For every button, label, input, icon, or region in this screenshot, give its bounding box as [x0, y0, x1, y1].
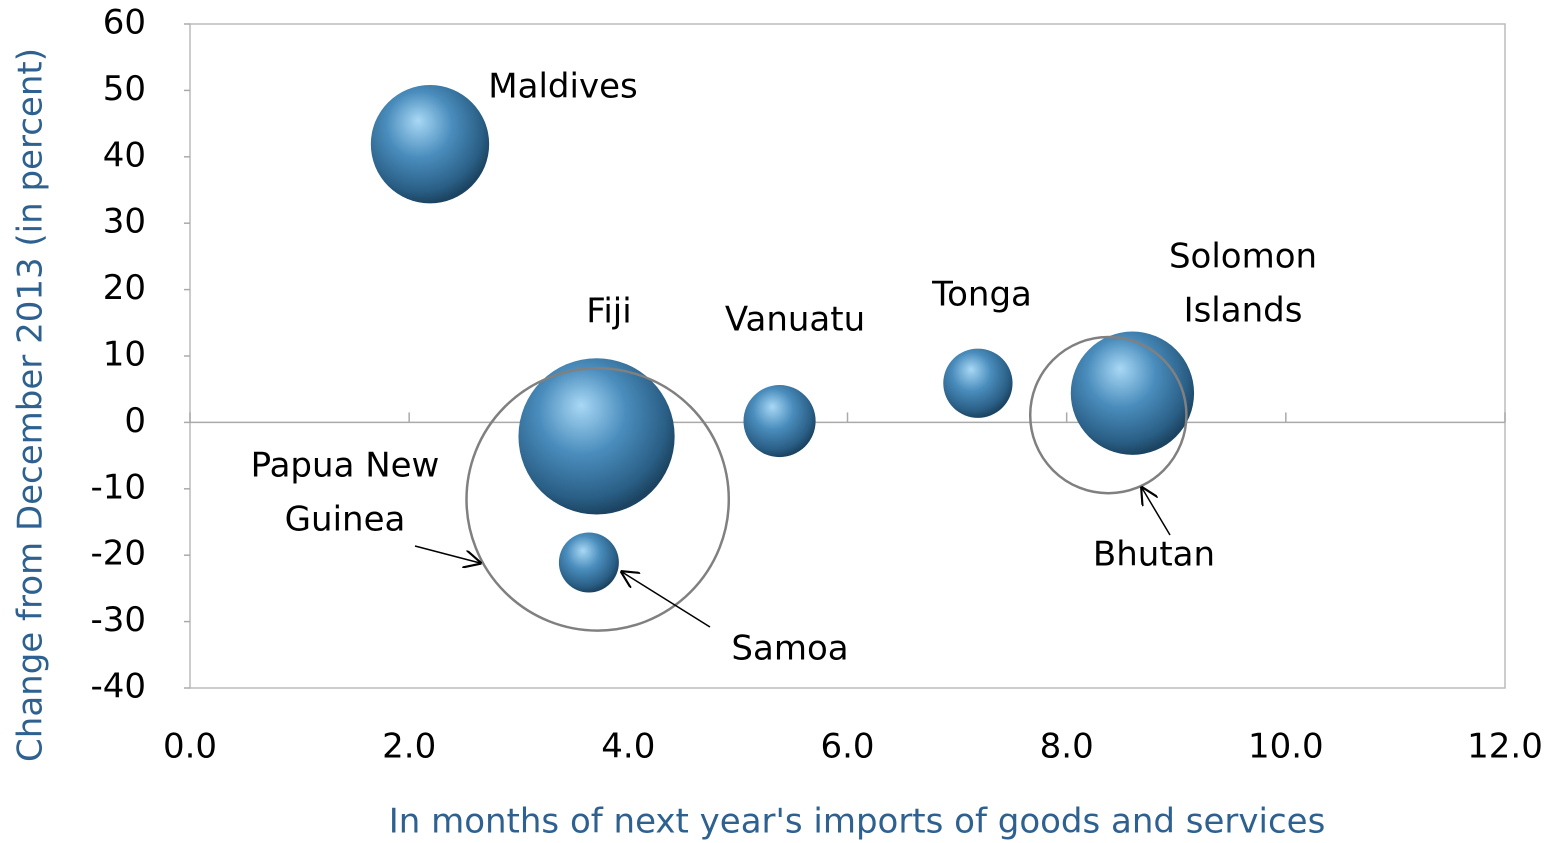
bubble-label: Samoa	[731, 629, 848, 669]
arrow	[414, 545, 480, 563]
y-axis-title: Change from December 2013 (in percent)	[11, 48, 51, 762]
bubble-label: Tonga	[931, 275, 1032, 315]
x-tick-label: 0.0	[163, 727, 217, 767]
y-tick-label: 50	[103, 69, 146, 109]
x-axis-title: In months of next year's imports of good…	[389, 802, 1326, 842]
bubble	[1070, 331, 1195, 455]
bubble	[518, 358, 675, 515]
y-tick-label: -20	[90, 534, 146, 574]
arrow	[622, 572, 711, 628]
y-tick-label: 60	[103, 3, 146, 43]
y-tick-label: 20	[103, 268, 146, 308]
bubble-label: Fiji	[586, 292, 631, 332]
series	[465, 335, 1188, 632]
bubble-label: Maldives	[488, 67, 637, 107]
bubble	[943, 348, 1013, 418]
bubble	[558, 532, 619, 593]
x-tick-label: 10.0	[1248, 727, 1324, 767]
y-tick-label: 10	[103, 335, 146, 375]
x-tick-label: 12.0	[1467, 727, 1543, 767]
y-tick-label: -10	[90, 467, 146, 507]
bubble-label: Bhutan	[1093, 535, 1215, 575]
series	[370, 85, 1195, 593]
y-tick-label: 30	[103, 202, 146, 242]
bubble	[743, 385, 816, 458]
y-tick-label: 0	[124, 401, 146, 441]
x-tick-label: 8.0	[1040, 727, 1094, 767]
y-tick-label: 40	[103, 135, 146, 175]
y-tick-label: -30	[90, 600, 146, 640]
y-tick-label: -40	[90, 667, 146, 707]
bubble-label: Islands	[1184, 291, 1303, 331]
bubble	[370, 85, 490, 204]
arrows	[414, 488, 1171, 628]
bubble-label: Solomon	[1169, 237, 1317, 277]
x-tick-label: 4.0	[601, 727, 655, 767]
bubble-label: Vanuatu	[725, 300, 865, 340]
x-tick-label: 6.0	[820, 727, 874, 767]
bubble	[465, 367, 731, 632]
bubble	[1028, 335, 1188, 495]
x-tick-label: 2.0	[382, 727, 436, 767]
bubble-label: Papua New	[251, 446, 440, 486]
bubble-label: Guinea	[285, 500, 406, 540]
arrow	[1142, 488, 1171, 536]
